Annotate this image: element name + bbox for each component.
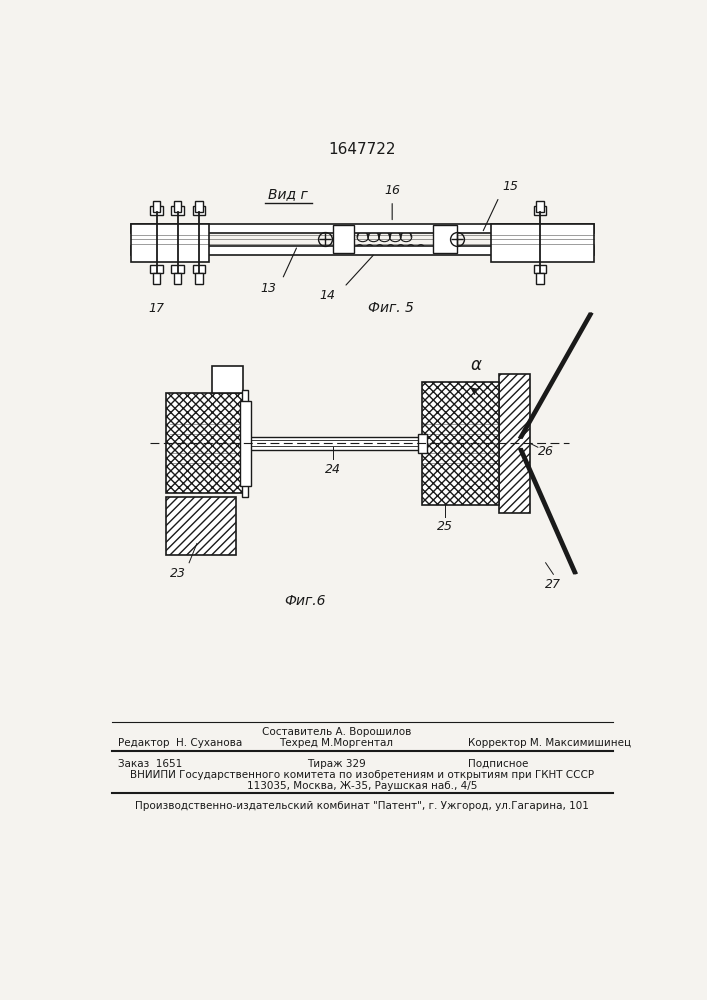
Polygon shape bbox=[499, 374, 530, 513]
Text: 25: 25 bbox=[437, 520, 453, 533]
Bar bbox=[166, 393, 243, 493]
Bar bbox=[537, 273, 544, 284]
Bar bbox=[537, 201, 544, 212]
Text: 23: 23 bbox=[170, 567, 185, 580]
Text: Производственно-издательский комбинат "Патент", г. Ужгород, ул.Гагарина, 101: Производственно-издательский комбинат "П… bbox=[135, 801, 589, 811]
Text: Составитель А. Ворошилов: Составитель А. Ворошилов bbox=[262, 727, 411, 737]
Text: 14: 14 bbox=[319, 289, 335, 302]
Text: Фиг.6: Фиг.6 bbox=[285, 594, 326, 608]
Bar bbox=[195, 201, 203, 212]
Text: 16: 16 bbox=[384, 184, 400, 197]
Bar bbox=[166, 497, 235, 555]
Text: 24: 24 bbox=[325, 463, 341, 476]
Bar bbox=[131, 224, 594, 233]
Text: Вид г: Вид г bbox=[269, 187, 308, 201]
Bar bbox=[151, 265, 163, 273]
Bar bbox=[153, 273, 160, 284]
Bar bbox=[534, 265, 547, 273]
Bar bbox=[421, 382, 499, 505]
Text: Подписное: Подписное bbox=[468, 759, 529, 769]
Text: α: α bbox=[470, 356, 481, 374]
Text: 113035, Москва, Ж-35, Раушская наб., 4/5: 113035, Москва, Ж-35, Раушская наб., 4/5 bbox=[247, 781, 477, 791]
Bar bbox=[212, 366, 243, 393]
Text: 17: 17 bbox=[148, 302, 165, 315]
Text: Фиг. 5: Фиг. 5 bbox=[368, 301, 414, 315]
Bar bbox=[433, 225, 457, 253]
Bar bbox=[195, 273, 203, 284]
Bar bbox=[418, 434, 427, 453]
Bar bbox=[243, 437, 449, 450]
Text: Редактор  Н. Суханова: Редактор Н. Суханова bbox=[118, 738, 242, 748]
Bar bbox=[193, 206, 206, 215]
Text: ВНИИПИ Государственного комитета по изобретениям и открытиям при ГКНТ СССР: ВНИИПИ Государственного комитета по изоб… bbox=[130, 770, 594, 780]
Bar bbox=[193, 265, 206, 273]
Bar bbox=[174, 201, 182, 212]
Text: Корректор М. Максимишинец: Корректор М. Максимишинец bbox=[468, 738, 631, 748]
Text: Тираж 329: Тираж 329 bbox=[307, 759, 366, 769]
Bar bbox=[151, 206, 163, 215]
Bar bbox=[171, 265, 184, 273]
Bar bbox=[491, 224, 594, 262]
Bar bbox=[332, 225, 354, 253]
Text: Техред М.Моргентал: Техред М.Моргентал bbox=[279, 738, 393, 748]
Text: 26: 26 bbox=[538, 445, 554, 458]
Bar bbox=[171, 206, 184, 215]
Bar bbox=[242, 389, 248, 497]
Bar bbox=[240, 401, 251, 486]
Text: 13: 13 bbox=[260, 282, 276, 295]
Text: Заказ  1651: Заказ 1651 bbox=[118, 759, 182, 769]
Bar bbox=[131, 224, 209, 262]
Text: 1647722: 1647722 bbox=[328, 142, 396, 157]
Bar bbox=[131, 246, 594, 255]
Bar bbox=[534, 206, 547, 215]
Bar bbox=[153, 201, 160, 212]
Text: 15: 15 bbox=[502, 180, 518, 193]
Text: 27: 27 bbox=[545, 578, 561, 591]
Bar bbox=[174, 273, 182, 284]
